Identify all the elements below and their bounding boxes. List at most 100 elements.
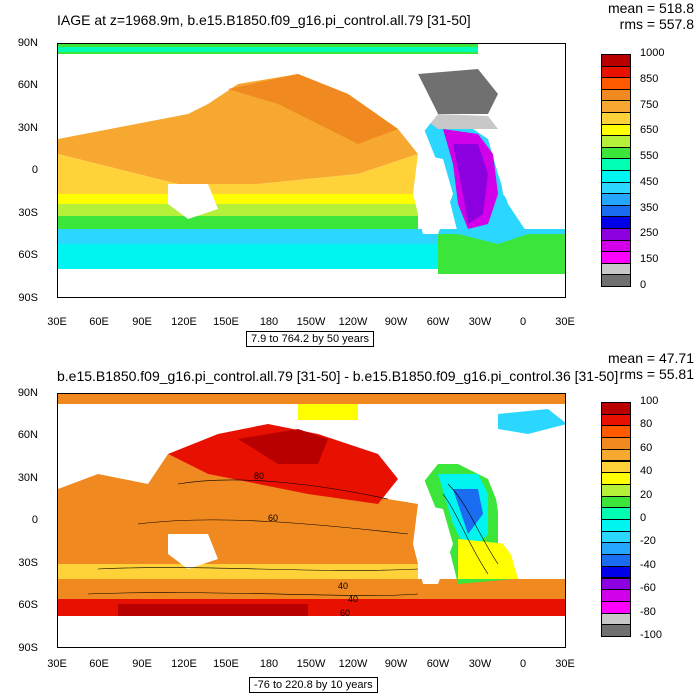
colorbar-label: 100	[640, 395, 659, 407]
contour-label: 40	[338, 581, 348, 591]
lat-label: 30S	[18, 207, 38, 219]
lat-label: 60N	[17, 429, 38, 441]
mean-stat: mean = 47.71	[607, 350, 694, 366]
lon-label: 90W	[384, 316, 408, 328]
lon-label: 120W	[338, 658, 368, 670]
colorbar-label: -60	[640, 582, 656, 595]
indo-pacific-core	[58, 454, 418, 564]
south-america-land	[413, 504, 453, 584]
antarctica-land	[58, 279, 565, 297]
lon-label: 90E	[132, 316, 152, 328]
lon-label: 0	[519, 316, 527, 328]
colorbar-label: 1000	[640, 47, 665, 59]
colorbar-label: -40	[640, 558, 656, 571]
lat-label: 0	[31, 164, 38, 176]
lat-label: 90N	[17, 387, 38, 399]
colorbar-label: 80	[640, 418, 653, 431]
panel-difference: b.e15.B1850.f09_g16.pi_control.all.79 [3…	[0, 350, 700, 700]
lat-label: 90S	[18, 642, 38, 654]
mean-stat: mean = 518.8	[607, 0, 694, 16]
lat-label: 60N	[17, 79, 38, 91]
lon-label: 30W	[468, 316, 492, 328]
australia-land	[168, 534, 218, 569]
lon-label: 120W	[338, 316, 368, 328]
lon-label: 60W	[426, 316, 450, 328]
colorbar-label: 250	[640, 227, 659, 240]
colorbar-label: 850	[640, 72, 659, 85]
lat-label: 0	[31, 514, 38, 526]
lat-label: 60S	[18, 249, 38, 261]
range-note: -76 to 220.8 by 10 years	[249, 677, 378, 693]
lon-label: 180	[259, 316, 279, 328]
panel-iage: IAGE at z=1968.9m, b.e15.B1850.f09_g16.p…	[17, 0, 694, 347]
rms-stat: rms = 557.8	[619, 16, 694, 32]
lon-label: 150W	[296, 316, 326, 328]
panel-title: IAGE at z=1968.9m, b.e15.B1850.f09_g16.p…	[57, 12, 471, 28]
colorbar-label: 650	[640, 124, 659, 137]
colorbar-label: 550	[640, 150, 659, 163]
map-plot: 80 60 40 40 60	[57, 393, 566, 648]
contour-label: 80	[254, 471, 264, 481]
panel-title: b.e15.B1850.f09_g16.pi_control.all.79 [3…	[57, 368, 619, 384]
lat-label: 30S	[18, 557, 38, 569]
colorbar-label: -20	[640, 535, 656, 548]
colorbar-label: 0	[640, 279, 647, 291]
lon-label: 120E	[171, 658, 197, 670]
contour-label: 60	[268, 513, 278, 523]
ocean-field-map	[58, 44, 565, 297]
lon-label: 60W	[426, 658, 450, 670]
colorbar-label: -80	[640, 605, 656, 618]
colorbar-swatch	[601, 274, 631, 287]
lon-label: 120E	[171, 316, 197, 328]
lon-label: 0	[519, 658, 527, 670]
lat-label: 60S	[18, 599, 38, 611]
lat-label: 30N	[17, 122, 38, 134]
lat-label: 90S	[18, 292, 38, 304]
lon-label: 60E	[89, 658, 109, 670]
colorbar-label: 150	[640, 253, 659, 266]
lon-label: 30E	[47, 316, 67, 328]
colorbar	[601, 54, 631, 287]
contour-lines	[87, 479, 499, 596]
contour-label: 40	[348, 594, 358, 604]
colorbar-label: 350	[640, 201, 659, 214]
lon-label: 90W	[384, 658, 408, 670]
difference-field-map: 80 60 40 40 60	[58, 394, 565, 647]
colorbar-label: 0	[640, 512, 647, 524]
south-america-land	[413, 154, 453, 234]
eurasia-land	[58, 404, 168, 479]
lon-label: 30W	[468, 658, 492, 670]
contour-label-group: 80 60 40 40 60	[254, 471, 358, 618]
lon-label: 150E	[213, 316, 239, 328]
rms-stat: rms = 55.81	[619, 366, 694, 382]
lon-label: 180	[259, 658, 279, 670]
map-plot	[57, 43, 566, 298]
colorbar-label: 450	[640, 175, 659, 188]
eurasia-land	[58, 54, 168, 129]
arctic-band	[58, 394, 565, 404]
lon-label: 150E	[213, 658, 239, 670]
colorbar-label: 750	[640, 98, 659, 111]
colorbar	[601, 402, 631, 637]
north-america-land	[388, 74, 438, 139]
contour-label: 60	[340, 608, 350, 618]
north-america-land	[388, 420, 438, 489]
lat-label: 30N	[17, 472, 38, 484]
australia-land	[168, 184, 218, 219]
africa-land	[493, 129, 538, 214]
lon-label: 30E	[47, 658, 67, 670]
range-note: 7.9 to 764.2 by 50 years	[246, 331, 375, 347]
lon-label: 60E	[89, 316, 109, 328]
colorbar-label: -100	[640, 629, 663, 641]
lon-label: 30E	[555, 316, 575, 328]
antarctica-land	[58, 629, 565, 647]
lon-label: 90E	[132, 658, 152, 670]
africa-land	[493, 479, 538, 564]
colorbar-swatch	[601, 624, 631, 637]
colorbar-label: 20	[640, 488, 653, 501]
lon-label: 30E	[555, 658, 575, 670]
colorbar-label: 60	[640, 441, 653, 454]
colorbar-label: 40	[640, 465, 653, 478]
lat-label: 90N	[17, 37, 38, 49]
lon-label: 150W	[296, 658, 326, 670]
